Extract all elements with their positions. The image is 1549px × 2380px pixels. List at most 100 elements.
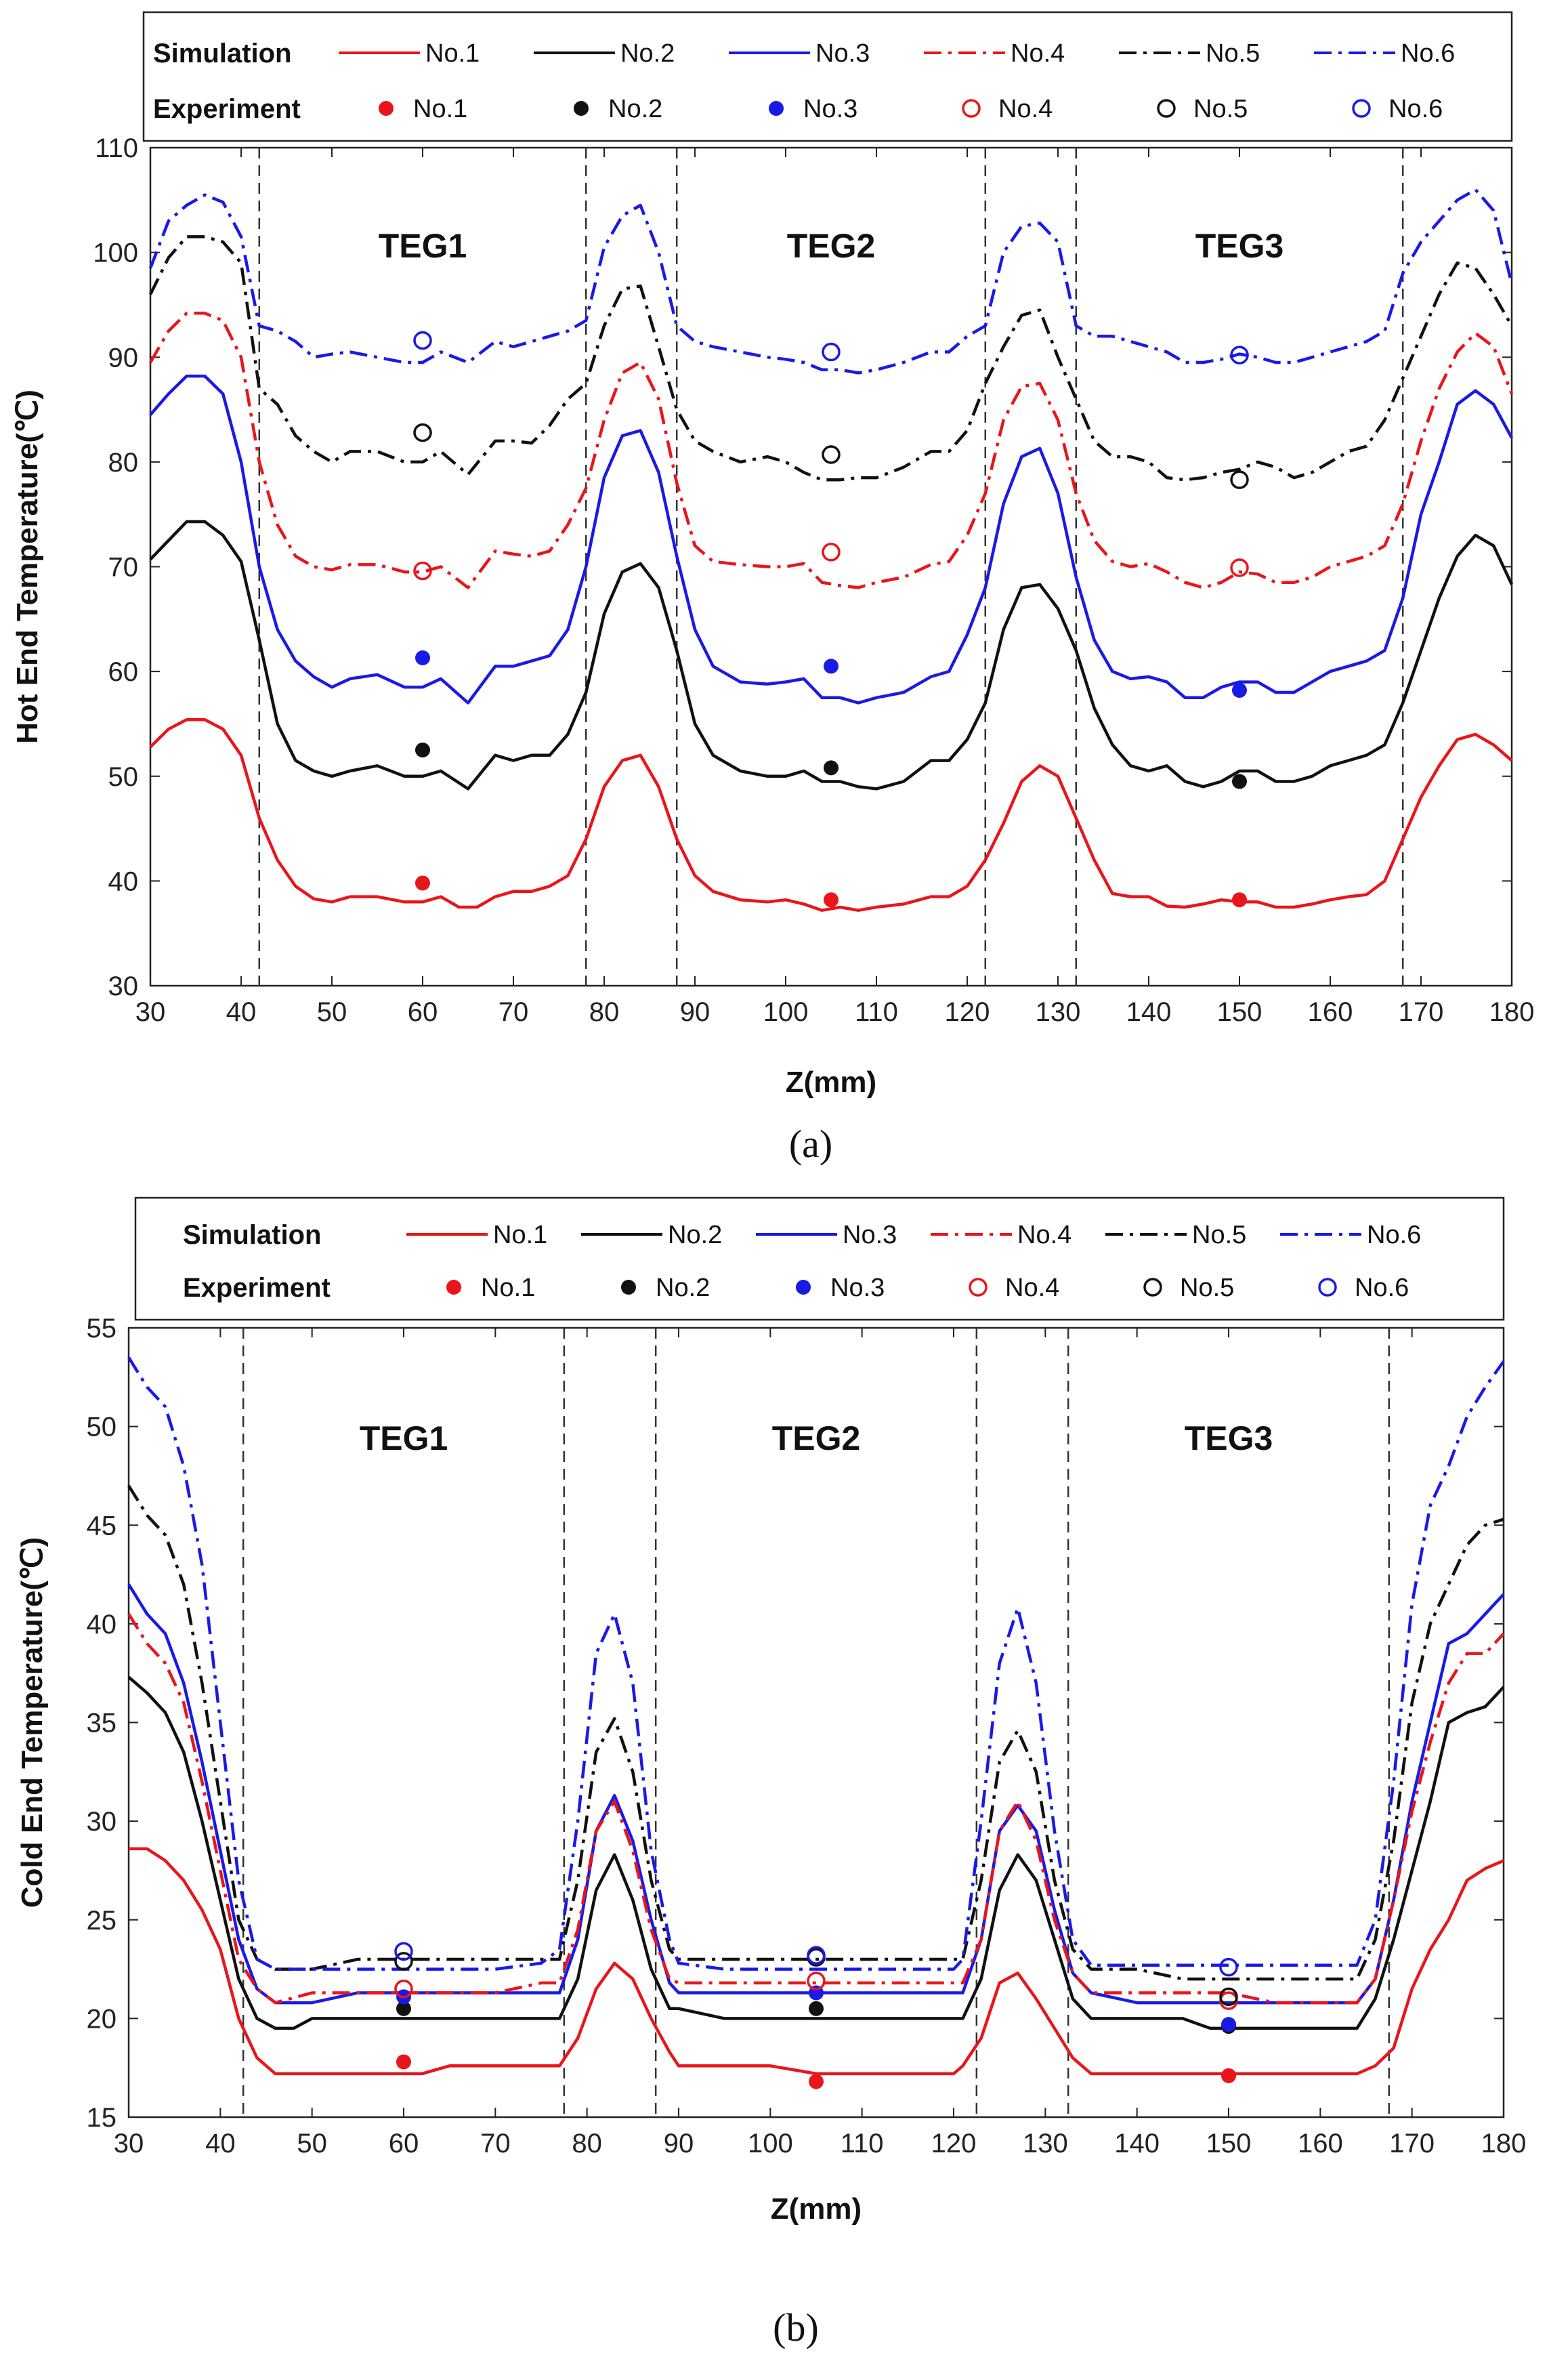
experiment-point [807,1946,826,1965]
y-tick-label: 55 [87,1314,117,1343]
x-tick-label: 50 [317,997,347,1027]
experiment-point [415,875,430,891]
experiment-point [1230,470,1249,489]
y-tick-label: 40 [108,867,139,896]
experiment-point [822,342,841,362]
legend-row-label: Simulation [183,1220,321,1250]
x-axis-label: Z(mm) [771,2192,862,2226]
experiment-point [413,331,432,350]
experiment-point [1230,558,1249,577]
legend-marker-sample [1318,1278,1337,1297]
legend-entry: No.6 [1367,1221,1421,1249]
x-tick-label: 100 [748,2129,793,2158]
legend-row-label: Experiment [183,1273,331,1303]
experiment-point [824,659,839,674]
legend-marker-sample [1143,1278,1162,1297]
experiment-point [413,561,432,581]
series-line-no3 [127,1583,1505,2005]
legend-marker-sample [969,1278,988,1297]
y-tick-label: 30 [87,1807,117,1837]
x-tick-label: 160 [1298,2129,1343,2158]
legend-entry: No.6 [1388,95,1443,123]
experiment-point [394,1952,413,1971]
legend-entry: No.4 [1017,1221,1071,1249]
x-tick-label: 90 [664,2129,694,2158]
series-line-no5 [148,235,1513,482]
y-tick-label: 15 [87,2103,117,2133]
x-tick-label: 100 [763,997,809,1027]
legend-entry: No.3 [815,39,870,68]
x-tick-label: 130 [1023,2129,1068,2158]
x-tick-label: 60 [389,2129,419,2158]
series-line-no2 [149,520,1514,791]
legend-entry: No.1 [481,1274,535,1302]
legend-marker-sample [379,101,394,116]
x-tick-label: 120 [945,997,990,1027]
y-tick-label: 50 [87,1413,117,1442]
legend-entry: No.6 [1355,1274,1409,1302]
legend-entry: No.5 [1206,39,1260,68]
legend-entry: No.2 [608,95,662,123]
legend-marker-sample [1157,99,1176,118]
experiment-point [1219,1987,1238,2007]
legend-entry: No.4 [998,95,1053,123]
experiment-point [1221,2017,1236,2032]
series-line-no1 [129,1847,1504,2076]
legend-marker-sample [796,1280,811,1295]
legend-entry: No.6 [1401,39,1455,68]
y-tick-label: 50 [108,762,139,792]
experiment-point [809,2074,824,2089]
legend-box [134,1196,1505,1321]
experiment-point [394,1942,413,1961]
experiment-point [824,760,839,776]
legend-entry: No.5 [1193,95,1248,123]
series-line-no1 [149,718,1513,912]
series-line-no6 [148,188,1514,375]
teg-region-label: TEG3 [1185,1419,1273,1457]
legend-entry: No.5 [1180,1274,1234,1302]
y-tick-label: 35 [87,1709,117,1738]
y-tick-label: 70 [108,553,139,583]
legend-entry: No.2 [656,1274,710,1302]
experiment-point [822,445,841,464]
x-tick-label: 80 [572,2129,602,2158]
experiment-point [1219,1991,1238,2010]
legend-marker-sample [574,101,589,116]
experiment-point [1232,774,1247,789]
legend-entry: No.1 [493,1221,547,1249]
legend-marker-sample [769,101,784,116]
panel-caption: (a) [789,1122,832,1166]
experiment-point [822,543,841,562]
series-line-no5 [127,1484,1504,1981]
y-tick-label: 100 [93,238,138,268]
x-axis-label: Z(mm) [786,1066,876,1099]
legend-marker-sample [962,99,981,118]
y-tick-label: 90 [108,343,139,373]
experiment-point [1232,892,1247,908]
y-axis-label: Cold End Temperature(℃) [16,1537,49,1908]
legend-entry: No.2 [620,39,675,68]
legend-entry: No.3 [830,1274,885,1302]
y-tick-label: 30 [108,972,139,1001]
y-tick-label: 60 [108,657,139,687]
experiment-point [824,892,839,908]
legend-entry: No.2 [668,1221,722,1249]
teg-region-label: TEG1 [379,227,467,265]
panel-caption: (b) [773,2305,819,2350]
plot-frame [149,146,1513,987]
experiment-point [1219,1957,1238,1977]
x-tick-label: 120 [931,2129,977,2158]
series-line-no4 [127,1613,1505,2005]
x-tick-label: 40 [205,2129,236,2158]
teg-region-label: TEG1 [360,1419,448,1457]
x-tick-label: 140 [1126,997,1172,1027]
y-tick-label: 20 [87,2004,117,2034]
x-tick-label: 180 [1489,997,1535,1027]
x-tick-label: 110 [855,997,898,1027]
experiment-point [396,2054,411,2070]
y-axis-label: Hot End Temperature(℃) [11,390,44,744]
y-tick-label: 25 [87,1906,117,1936]
x-tick-label: 50 [297,2129,327,2158]
x-tick-label: 60 [408,997,438,1027]
legend-marker-sample [1352,99,1371,118]
